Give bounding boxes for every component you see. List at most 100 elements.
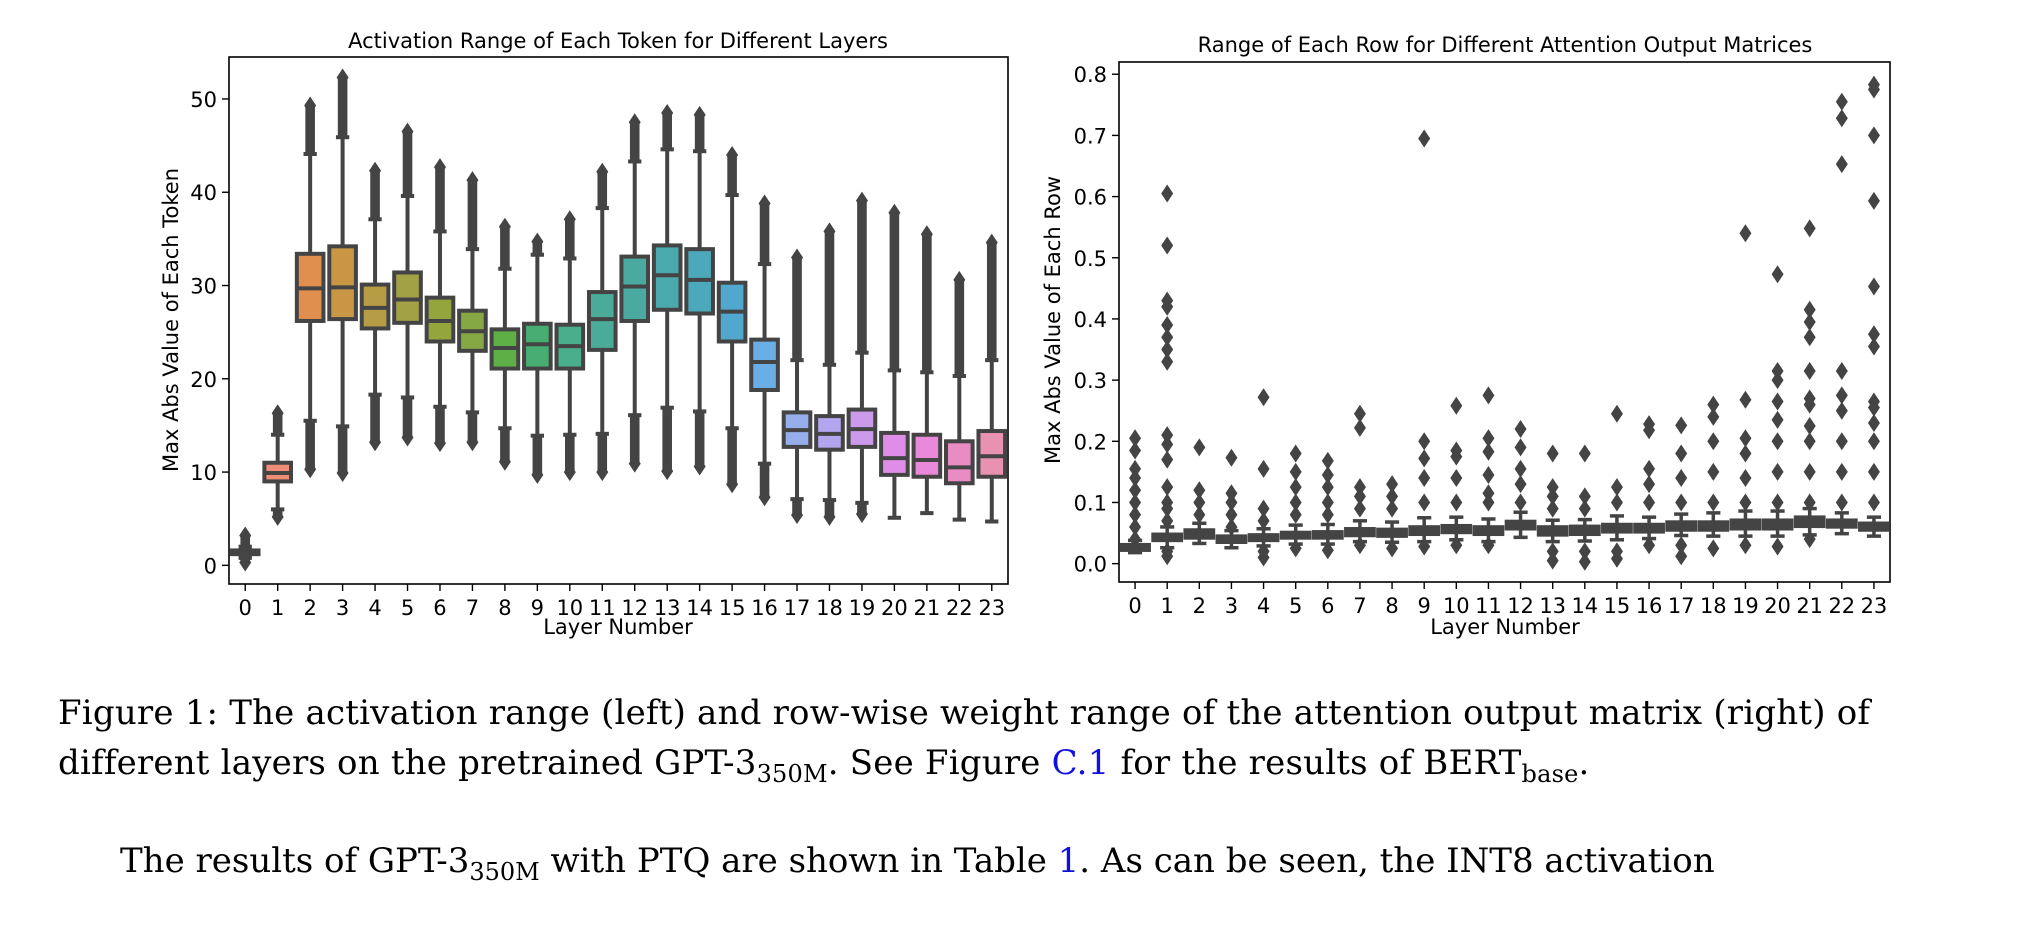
attention-output-range-chart: Range of Each Row for Different Attentio… xyxy=(1041,33,1891,639)
outlier-point xyxy=(336,68,349,87)
box-layer-12 xyxy=(619,113,651,473)
table-1-link[interactable]: 1 xyxy=(1057,841,1080,881)
box-layer-20 xyxy=(879,203,910,520)
outlier-point xyxy=(1386,475,1399,494)
outlier-point xyxy=(1867,413,1880,432)
outlier-point xyxy=(1161,236,1174,255)
outlier-point xyxy=(1739,493,1752,512)
outlier-point xyxy=(693,105,706,124)
outlier-point xyxy=(791,248,804,267)
outlier-point xyxy=(1835,386,1848,405)
figure-c1-link[interactable]: C.1 xyxy=(1051,743,1110,783)
outlier-point xyxy=(1418,432,1431,451)
outlier-point xyxy=(1867,277,1880,296)
outlier-point xyxy=(1161,493,1174,512)
y-tick-label: 0.8 xyxy=(1074,63,1107,87)
subscript-350m: 350M xyxy=(469,858,540,886)
outlier-point xyxy=(1386,487,1399,506)
box-layer-1 xyxy=(262,404,293,526)
outlier-cluster-low xyxy=(662,407,672,472)
outlier-point xyxy=(661,103,674,122)
outlier-point xyxy=(726,145,739,164)
outlier-point xyxy=(1289,478,1302,497)
outlier-point xyxy=(1835,432,1848,451)
box-layer-0 xyxy=(1119,429,1151,555)
outlier-point xyxy=(1482,429,1495,448)
outlier-point xyxy=(888,203,901,222)
outlier-point xyxy=(1546,478,1559,497)
iqr-box xyxy=(651,243,683,312)
outlier-point xyxy=(1161,352,1174,371)
box-layer-3 xyxy=(1215,448,1248,550)
outlier-point xyxy=(1193,481,1206,500)
outlier-point xyxy=(1867,191,1880,210)
x-tick-label: 0 xyxy=(1128,594,1141,618)
box-layer-12 xyxy=(1504,420,1537,540)
outlier-point xyxy=(466,171,479,190)
outlier-point xyxy=(1418,493,1431,512)
iqr-box xyxy=(911,432,943,479)
outlier-point xyxy=(1707,432,1720,451)
x-tick-label: 20 xyxy=(1764,594,1791,618)
box-layer-18 xyxy=(1697,395,1730,558)
outlier-point xyxy=(1257,499,1270,518)
outlier-point xyxy=(628,454,641,473)
outlier-point xyxy=(1289,505,1302,524)
outlier-point xyxy=(1771,265,1784,284)
outlier-point xyxy=(1578,552,1591,571)
x-tick-label: 20 xyxy=(881,596,908,620)
x-tick-label: 21 xyxy=(913,596,940,620)
outlier-point xyxy=(1161,328,1174,347)
outlier-point xyxy=(1161,316,1174,335)
outlier-point xyxy=(1867,432,1880,451)
outlier-point xyxy=(855,505,868,524)
x-tick-label: 22 xyxy=(946,596,973,620)
box-layer-9 xyxy=(522,232,553,484)
outlier-point xyxy=(1546,499,1559,518)
outlier-cluster-high xyxy=(824,231,835,365)
outlier-point xyxy=(1675,469,1688,487)
outlier-cluster-high xyxy=(857,200,867,353)
outlier-point xyxy=(1225,493,1238,512)
outlier-point xyxy=(1482,442,1495,461)
outlier-point xyxy=(1835,155,1848,174)
iqr-box xyxy=(749,337,780,392)
outlier-point xyxy=(1161,340,1174,359)
outlier-cluster-low xyxy=(727,428,737,485)
outlier-point xyxy=(1835,361,1848,380)
outlier-point xyxy=(1867,75,1880,94)
outlier-point xyxy=(1450,493,1463,512)
outlier-cluster-low xyxy=(565,434,575,473)
box-layer-6 xyxy=(424,158,456,453)
outlier-point xyxy=(1578,542,1591,561)
x-tick-label: 11 xyxy=(589,596,616,620)
outlier-point xyxy=(726,475,739,494)
iqr-box xyxy=(619,254,651,323)
outlier-point xyxy=(1610,404,1623,423)
x-tick-label: 14 xyxy=(1571,594,1598,618)
box-layer-22 xyxy=(944,270,975,522)
outlier-point xyxy=(271,404,284,423)
outlier-point xyxy=(1739,390,1752,409)
outlier-point xyxy=(823,507,836,526)
outlier-point xyxy=(1803,219,1816,238)
outlier-point xyxy=(1129,493,1142,512)
outlier-point xyxy=(1482,465,1495,484)
box-layer-17 xyxy=(781,248,813,524)
x-tick-label: 4 xyxy=(368,596,381,620)
outlier-point xyxy=(1546,551,1559,570)
outlier-cluster-high xyxy=(500,226,510,269)
outlier-point xyxy=(1707,407,1720,426)
box-layer-17 xyxy=(1665,416,1698,566)
caption-text: for the results of BERT xyxy=(1109,743,1522,783)
outlier-point xyxy=(1482,493,1495,512)
caption-line-1: Figure 1: The activation range (left) an… xyxy=(58,693,1871,733)
outlier-point xyxy=(563,210,576,229)
outlier-point xyxy=(1707,395,1720,414)
paragraph-text: The results of GPT-3 xyxy=(120,841,470,881)
box-layer-21 xyxy=(911,225,943,516)
y-tick-label: 50 xyxy=(190,88,217,112)
box-layer-4 xyxy=(359,161,391,452)
box-layer-13 xyxy=(651,103,683,481)
outlier-point xyxy=(1739,536,1752,555)
